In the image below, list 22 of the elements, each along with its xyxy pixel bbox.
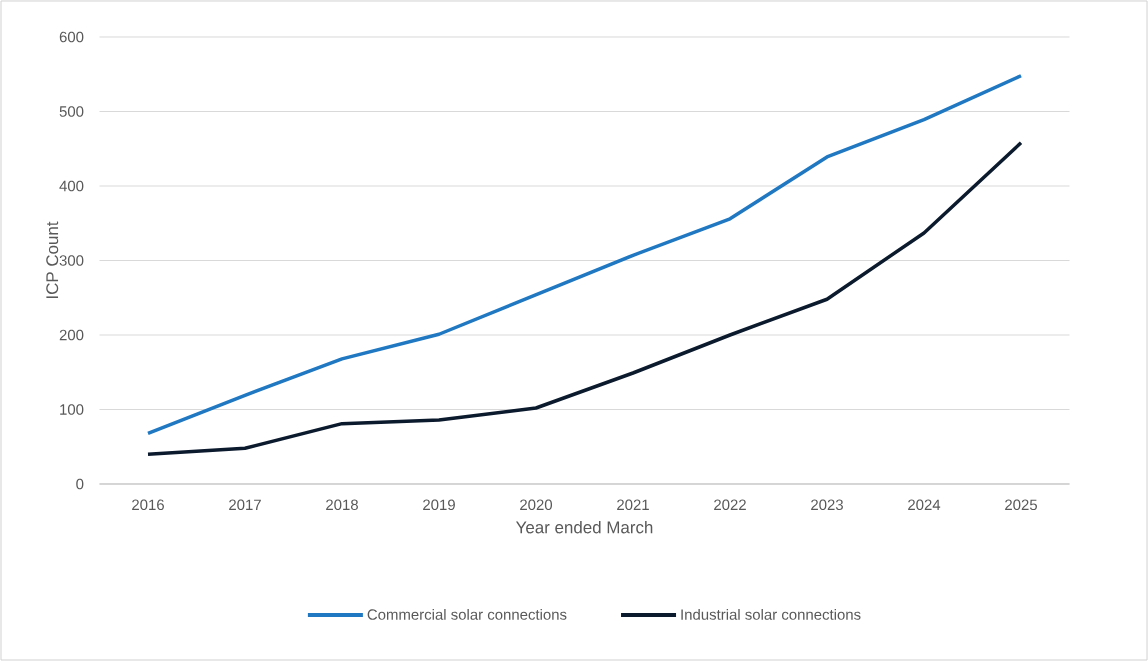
x-tick-label: 2020 — [520, 499, 553, 511]
y-tick-label: 0 — [76, 478, 84, 490]
x-tick-label: 2017 — [229, 499, 261, 511]
x-tick-label: 2024 — [908, 499, 941, 511]
x-tick-label: 2022 — [714, 499, 746, 511]
line-series — [146, 141, 1023, 456]
y-tick-label: 100 — [60, 404, 84, 415]
y-tick-label: 600 — [59, 31, 84, 43]
y-tick-label: 300 — [59, 255, 84, 266]
legend-label: Commercial solar connections — [367, 608, 567, 620]
x-tick-label: 2016 — [132, 499, 164, 511]
x-axis-title: Year ended March — [515, 520, 653, 534]
x-tick-label: 2019 — [423, 499, 455, 511]
x-tick-label: 2021 — [617, 499, 649, 511]
x-tick-label: 2025 — [1005, 499, 1037, 511]
y-tick-label: 500 — [59, 106, 84, 117]
x-tick-label: 2023 — [811, 499, 843, 511]
y-axis-title: ICP Count — [46, 221, 59, 298]
y-tick-label: 400 — [59, 180, 84, 192]
x-tick-label: 2018 — [326, 499, 358, 511]
legend-label: Industrial solar connections — [681, 608, 861, 620]
y-tick-label: 200 — [59, 329, 84, 341]
